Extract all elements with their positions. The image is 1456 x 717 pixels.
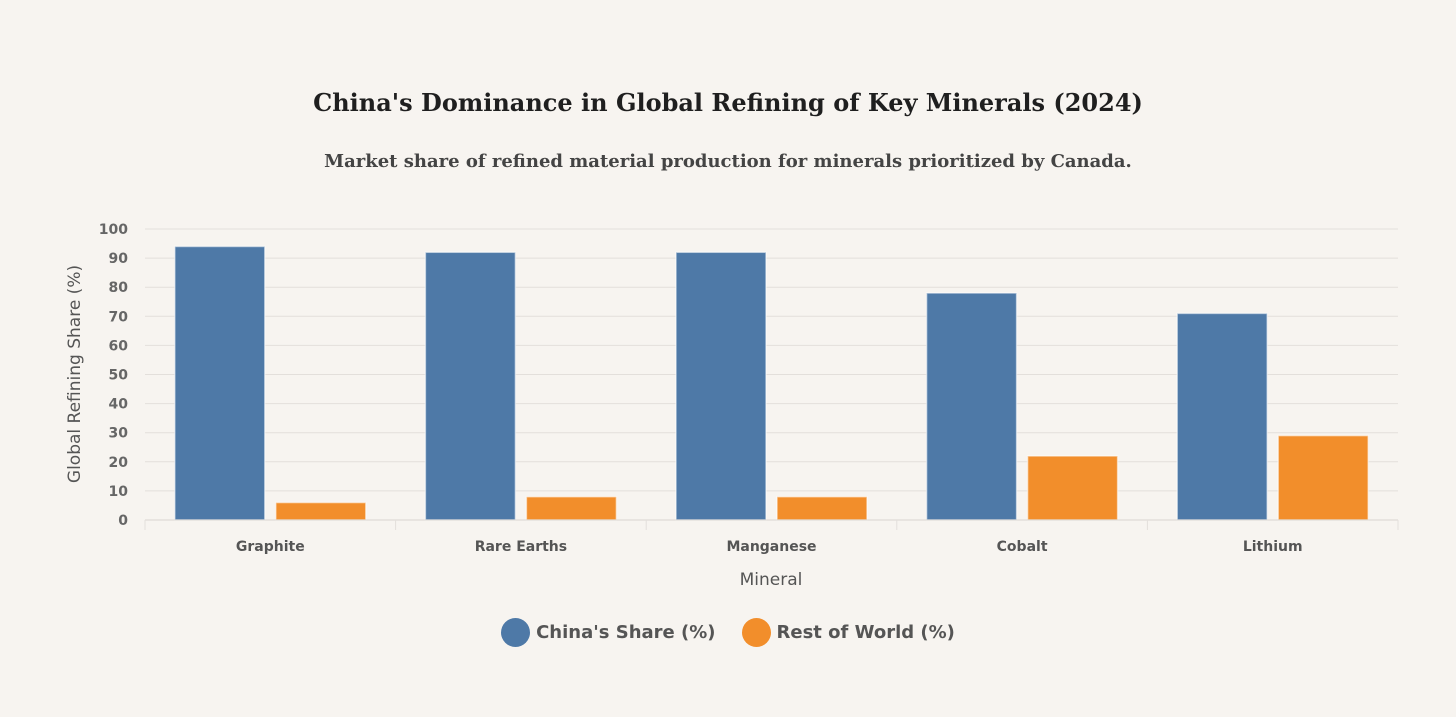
bar-china-rare-earths[interactable] xyxy=(424,251,517,521)
bar-china-lithium[interactable] xyxy=(1176,312,1268,521)
bar-china-graphite[interactable] xyxy=(174,245,266,521)
y-axis-label: Global Refining Share (%) xyxy=(65,265,85,483)
bar-china-cobalt[interactable] xyxy=(925,292,1018,521)
bar-rest-of-world-rare-earths[interactable] xyxy=(525,495,618,521)
y-tick-label: 0 xyxy=(118,513,128,529)
legend: China's Share (%) Rest of World (%) xyxy=(0,618,1456,647)
bar-rest-of-world-lithium[interactable] xyxy=(1277,434,1369,521)
legend-label-rest-of-world: Rest of World (%) xyxy=(776,622,955,643)
y-tick-label: 70 xyxy=(109,309,129,325)
axes: 0 10 20 30 40 50 60 70 80 90 100 Graphite Rare Earth… xyxy=(99,222,1399,555)
legend-swatch-china xyxy=(501,618,531,647)
x-tick-label: Cobalt xyxy=(997,539,1048,555)
y-tick-label: 30 xyxy=(109,426,129,442)
y-tick-label: 40 xyxy=(109,397,129,413)
x-tick-label: Rare Earths xyxy=(475,539,567,555)
bar-rest-of-world-manganese[interactable] xyxy=(776,495,868,521)
chart-subtitle: Market share of refined material product… xyxy=(324,151,1132,172)
legend-swatch-rest-of-world xyxy=(741,618,771,647)
x-tick-label: Lithium xyxy=(1243,539,1303,555)
bar-china-manganese[interactable] xyxy=(675,251,767,521)
y-tick-label: 100 xyxy=(99,222,128,238)
y-tick-label: 10 xyxy=(109,484,129,500)
legend-label-china: China's Share (%) xyxy=(536,622,716,643)
legend-item-china[interactable]: China's Share (%) xyxy=(501,618,716,647)
bar-rest-of-world-graphite[interactable] xyxy=(275,501,367,521)
chart-title: China's Dominance in Global Refining of … xyxy=(313,88,1143,117)
y-tick-label: 20 xyxy=(109,455,129,471)
x-tick-label: Manganese xyxy=(726,539,816,555)
legend-item-rest-of-world[interactable]: Rest of World (%) xyxy=(741,618,955,647)
y-tick-label: 90 xyxy=(109,251,129,267)
x-axis-label: Mineral xyxy=(740,570,803,590)
x-tick-label: Graphite xyxy=(236,539,305,555)
y-tick-label: 80 xyxy=(109,280,129,296)
y-tick-label: 60 xyxy=(109,338,129,354)
y-tick-label: 50 xyxy=(109,368,129,384)
bar-rest-of-world-cobalt[interactable] xyxy=(1026,455,1119,521)
